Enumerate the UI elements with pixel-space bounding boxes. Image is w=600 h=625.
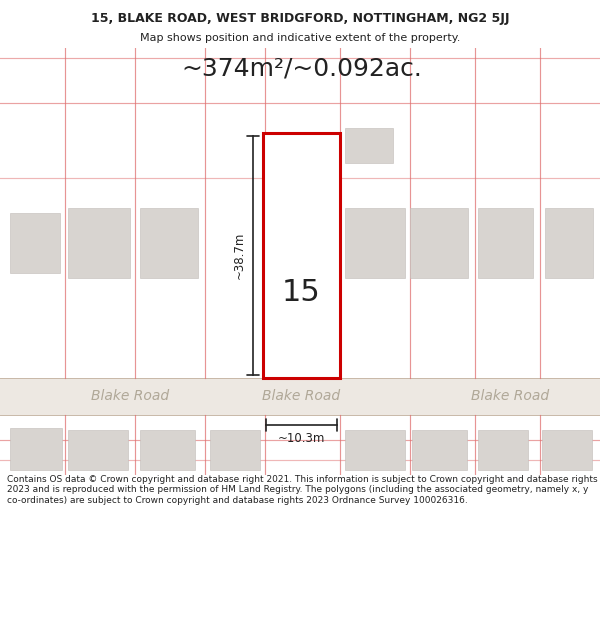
Bar bbox=[140, 208, 198, 278]
Text: 15: 15 bbox=[282, 278, 321, 307]
Bar bbox=[0, 378, 600, 415]
Bar bbox=[210, 430, 260, 470]
Bar bbox=[412, 430, 467, 470]
Bar bbox=[545, 208, 593, 278]
Text: Blake Road: Blake Road bbox=[91, 389, 169, 404]
Text: Contains OS data © Crown copyright and database right 2021. This information is : Contains OS data © Crown copyright and d… bbox=[7, 475, 598, 505]
Bar bbox=[345, 128, 393, 163]
Text: ~38.7m: ~38.7m bbox=[233, 232, 245, 279]
Bar bbox=[410, 208, 468, 278]
Bar bbox=[140, 430, 195, 470]
Text: ~374m²/~0.092ac.: ~374m²/~0.092ac. bbox=[181, 56, 422, 80]
Text: ~10.3m: ~10.3m bbox=[278, 432, 325, 445]
Bar bbox=[10, 213, 60, 273]
Bar bbox=[542, 430, 592, 470]
Bar bbox=[345, 430, 405, 470]
Text: Map shows position and indicative extent of the property.: Map shows position and indicative extent… bbox=[140, 32, 460, 43]
Bar bbox=[68, 208, 130, 278]
Bar bbox=[345, 208, 405, 278]
Text: Blake Road: Blake Road bbox=[471, 389, 549, 404]
Bar bbox=[10, 428, 62, 470]
Bar bbox=[478, 208, 533, 278]
Text: 15, BLAKE ROAD, WEST BRIDGFORD, NOTTINGHAM, NG2 5JJ: 15, BLAKE ROAD, WEST BRIDGFORD, NOTTINGH… bbox=[91, 12, 509, 25]
Bar bbox=[68, 430, 128, 470]
Bar bbox=[478, 430, 528, 470]
Bar bbox=[263, 133, 340, 378]
Text: Blake Road: Blake Road bbox=[262, 389, 340, 404]
